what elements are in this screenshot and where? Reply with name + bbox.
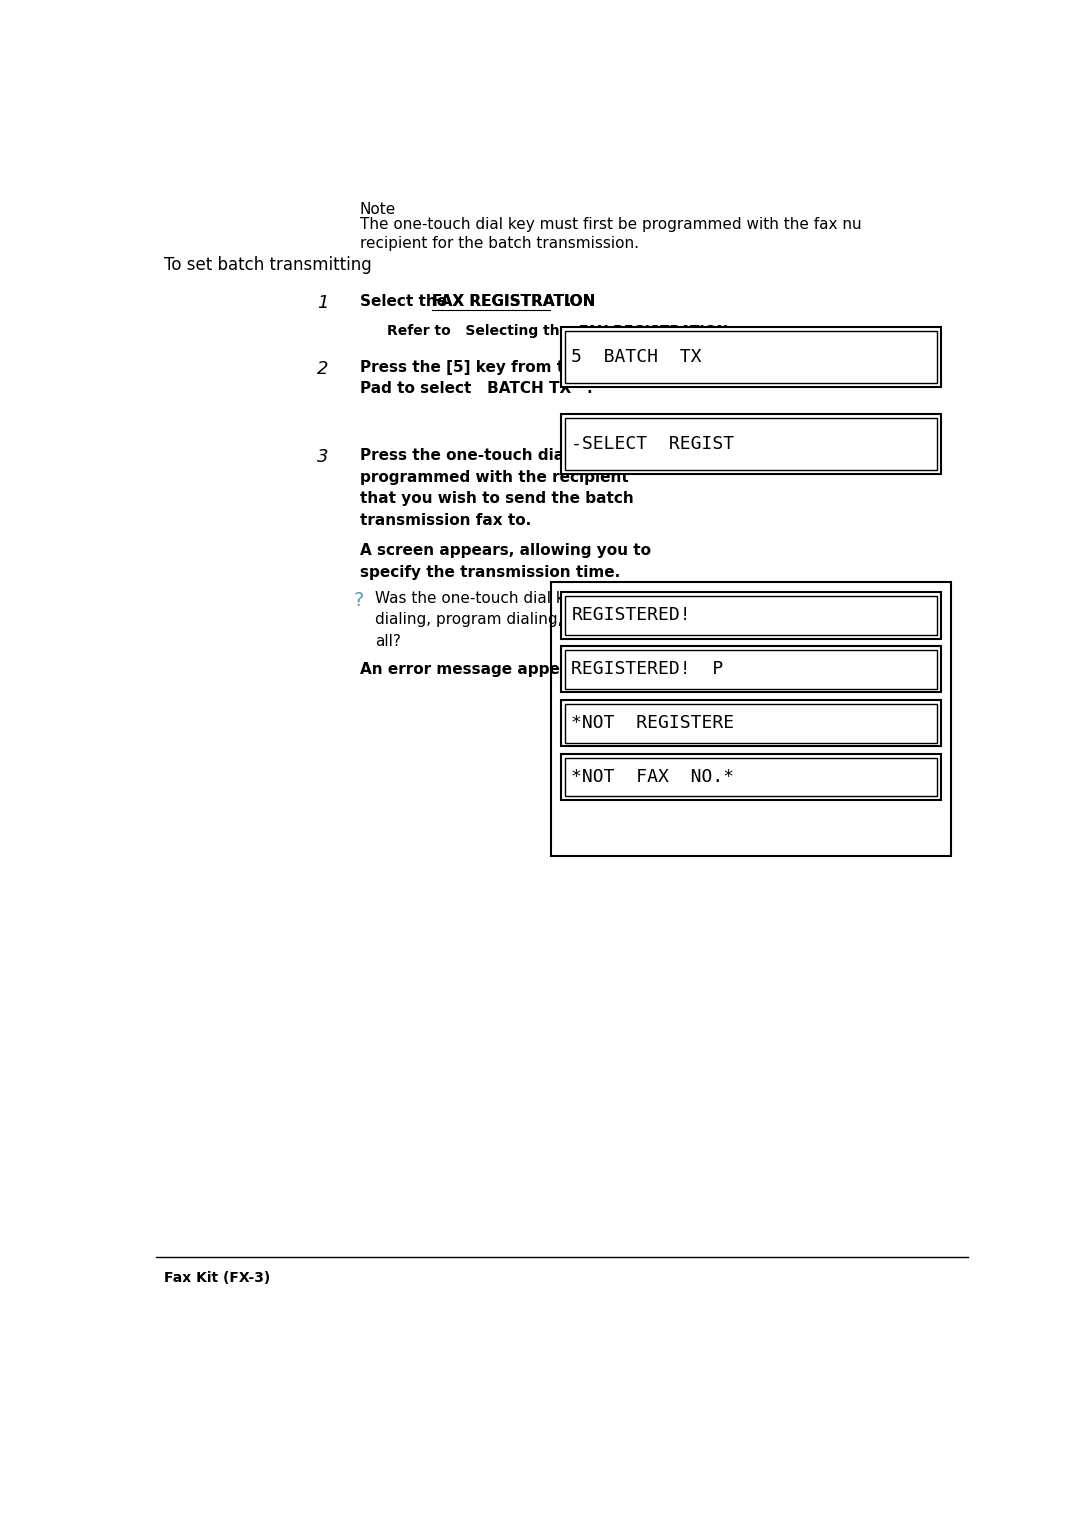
Bar	[565, 596, 937, 635]
Text: recipient for the batch transmission.: recipient for the batch transmission.	[360, 235, 638, 251]
Text: REGISTERED!  P: REGISTERED! P	[571, 661, 724, 679]
Text: A screen appears, allowing you to: A screen appears, allowing you to	[360, 543, 651, 558]
Text: Press the [5] key from the 10-Key: Press the [5] key from the 10-Key	[360, 359, 650, 375]
Bar	[565, 330, 937, 382]
Bar	[562, 647, 941, 693]
Text: Pad to select   BATCH TX   .: Pad to select BATCH TX .	[360, 381, 592, 396]
Text: 2: 2	[318, 359, 328, 378]
Text: Press the one-touch dial key: Press the one-touch dial key	[360, 448, 605, 463]
Bar	[562, 327, 941, 387]
Text: .: .	[550, 295, 571, 309]
Text: all?: all?	[375, 635, 401, 648]
Text: The one-touch dial key must first be programmed with the fax nu: The one-touch dial key must first be pro…	[360, 217, 862, 232]
Bar	[565, 650, 937, 688]
Text: transmission fax to.: transmission fax to.	[360, 514, 531, 528]
Bar	[565, 703, 937, 743]
Text: that you wish to send the batch: that you wish to send the batch	[360, 491, 634, 506]
Text: Fax Kit (FX-3): Fax Kit (FX-3)	[164, 1271, 270, 1284]
Bar	[562, 700, 941, 746]
Text: 5  BATCH  TX: 5 BATCH TX	[571, 347, 702, 365]
Text: dialing, program dialing, or not registered fax number, or not p: dialing, program dialing, or not registe…	[375, 613, 860, 627]
Text: Was the one-touch dial key that was pressed one programme: Was the one-touch dial key that was pres…	[375, 590, 847, 605]
Text: -SELECT  REGIST: -SELECT REGIST	[571, 434, 734, 453]
Text: ?: ?	[353, 590, 364, 610]
Text: 1: 1	[318, 295, 328, 312]
Text: 3: 3	[318, 448, 328, 466]
Bar	[551, 583, 951, 856]
Bar	[562, 414, 941, 474]
Text: *NOT  REGISTERE: *NOT REGISTERE	[571, 714, 734, 732]
Text: An error message appears.: An error message appears.	[360, 662, 592, 677]
Text: FAX REGISTRATION: FAX REGISTRATION	[432, 295, 595, 309]
Bar	[562, 592, 941, 639]
Bar	[562, 754, 941, 800]
Text: REGISTERED!: REGISTERED!	[571, 607, 691, 624]
Text: specify the transmission time.: specify the transmission time.	[360, 564, 620, 579]
Text: FAX REGISTRATION: FAX REGISTRATION	[432, 295, 595, 309]
Text: *NOT  FAX  NO.*: *NOT FAX NO.*	[571, 768, 734, 786]
Text: Note: Note	[360, 202, 396, 217]
Bar	[565, 758, 937, 797]
Text: Refer to   Selecting the  FAX REGISTRATION  menu  on pag: Refer to Selecting the FAX REGISTRATION …	[387, 324, 845, 338]
Bar	[565, 417, 937, 469]
Text: To set batch transmitting: To set batch transmitting	[164, 255, 372, 274]
Text: Select the: Select the	[360, 295, 457, 309]
Text: programmed with the recipient: programmed with the recipient	[360, 469, 629, 485]
